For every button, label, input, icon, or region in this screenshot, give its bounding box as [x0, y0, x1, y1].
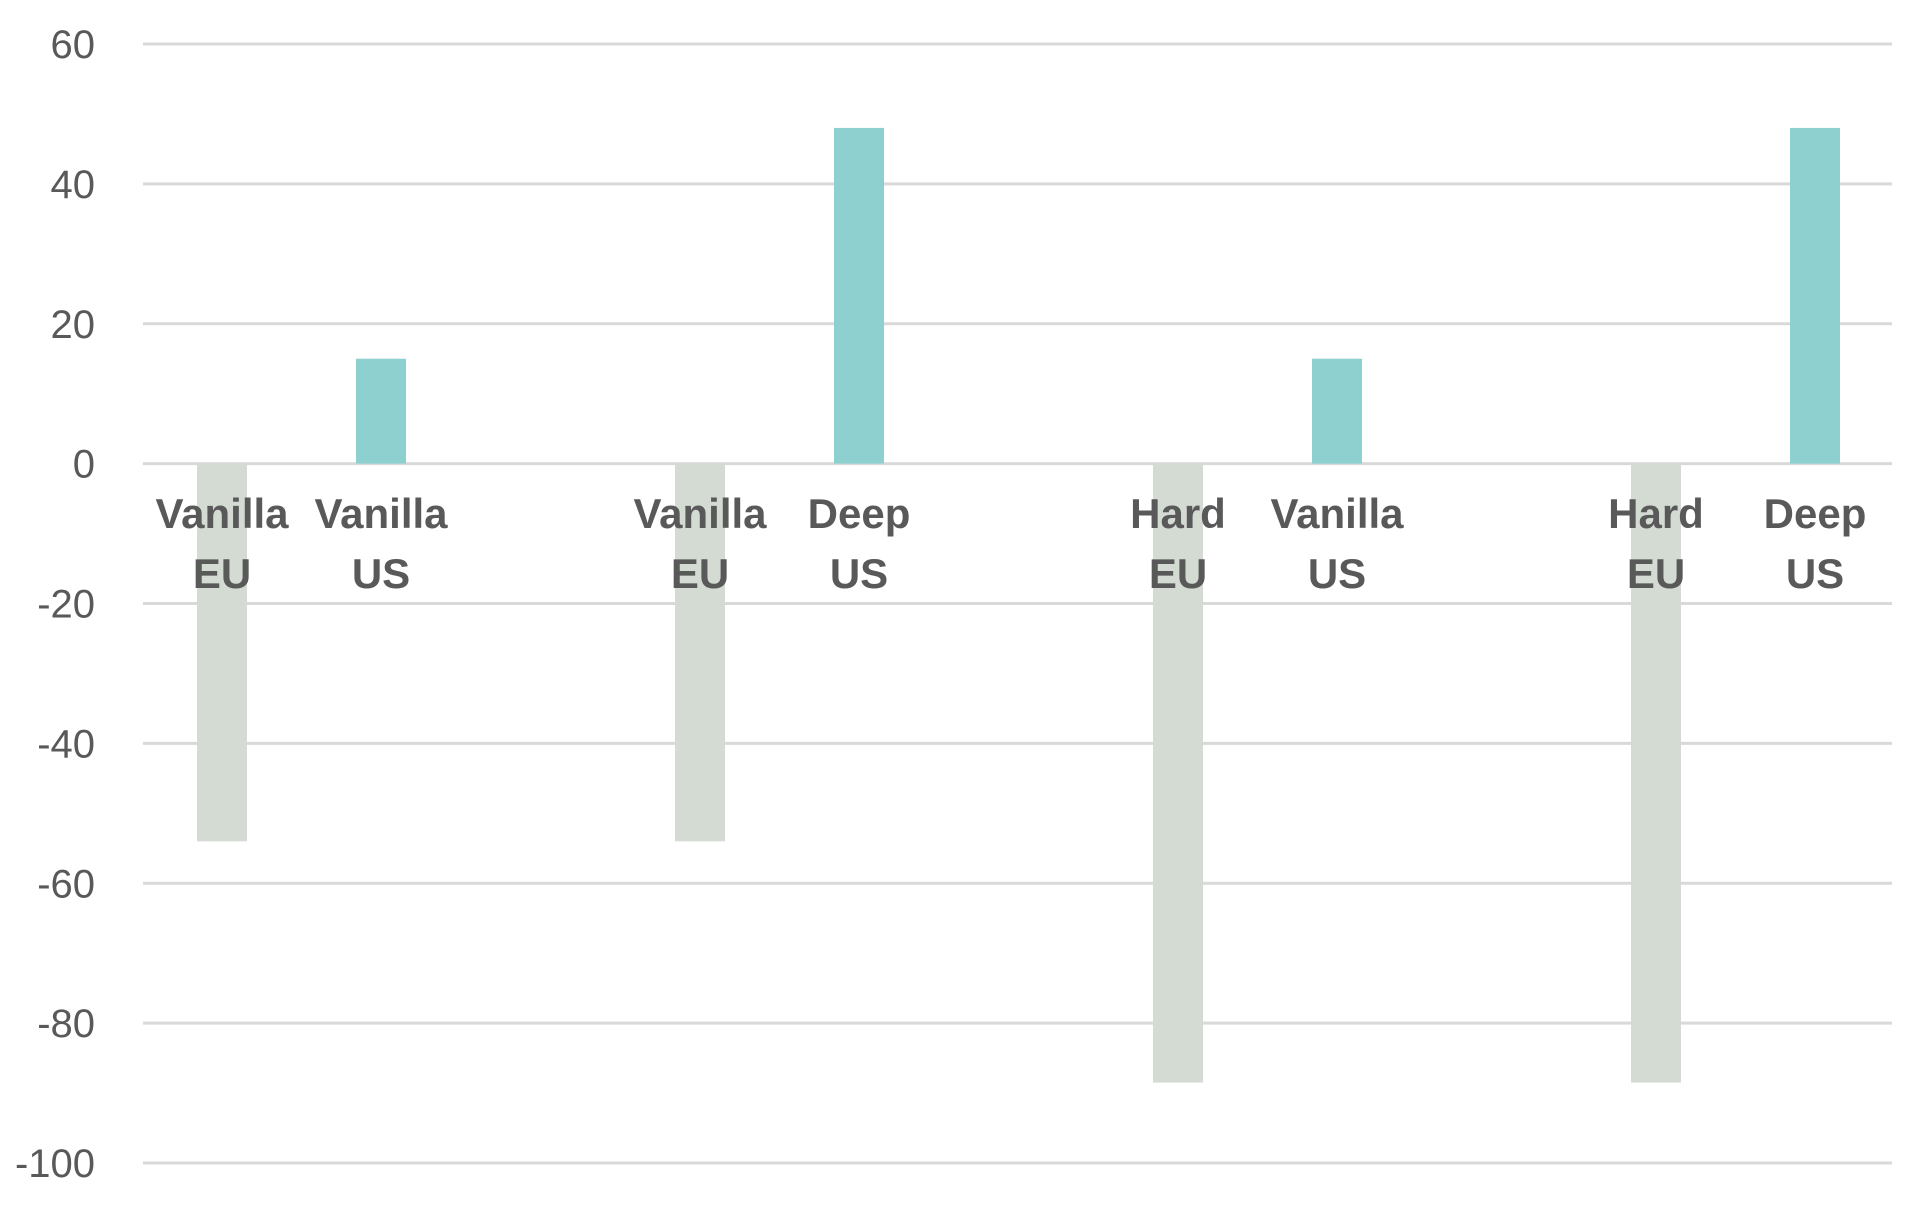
bar-label-line: US [352, 550, 410, 597]
y-tick-label: 60 [51, 23, 96, 67]
bar-label-line: EU [1149, 550, 1207, 597]
bar [1153, 463, 1203, 1083]
bar-label: Vanilla US [1270, 490, 1404, 597]
bar-label-line: Vanilla [314, 490, 448, 537]
y-tick-label: -80 [37, 1002, 95, 1046]
y-tick-label: -100 [15, 1142, 95, 1186]
bar [1312, 358, 1362, 464]
bar [356, 358, 406, 464]
y-axis-tick-labels: 60 40 20 0 -20 -40 -60 -80 -100 [15, 23, 95, 1186]
y-tick-label: 20 [51, 303, 96, 347]
bar-label: Deep US [1764, 490, 1867, 597]
gridlines [143, 42, 1892, 1165]
bar-label-line: Vanilla [1270, 490, 1404, 537]
bar-label-line: EU [193, 550, 251, 597]
bar-label: Vanilla US [314, 490, 448, 597]
bar [675, 463, 725, 842]
bar [197, 463, 247, 842]
y-tick-label: 0 [73, 443, 95, 487]
y-tick-label: 40 [51, 163, 96, 207]
bar-label: Hard EU [1608, 490, 1704, 597]
bar-label-line: Deep [808, 490, 911, 537]
bar-label-line: EU [671, 550, 729, 597]
bar-label: Vanilla EU [155, 490, 289, 597]
bar-label-line: Deep [1764, 490, 1867, 537]
bar-label: Vanilla EU [633, 490, 767, 597]
bar-label-line: US [830, 550, 888, 597]
y-tick-label: -60 [37, 862, 95, 906]
y-tick-label: -40 [37, 722, 95, 766]
bar-label-line: Vanilla [633, 490, 767, 537]
y-tick-label: -20 [37, 583, 95, 627]
bar [834, 127, 884, 464]
bar-label-line: Vanilla [155, 490, 289, 537]
bars [197, 127, 1840, 1083]
bar-label: Hard EU [1130, 490, 1226, 597]
bar-label-line: Hard [1608, 490, 1704, 537]
bar [1790, 127, 1840, 464]
bar-label-line: US [1308, 550, 1366, 597]
bar [1631, 463, 1681, 1083]
bar-label: Deep US [808, 490, 911, 597]
bar-label-line: US [1786, 550, 1844, 597]
bar-label-line: Hard [1130, 490, 1226, 537]
bar-label-line: EU [1627, 550, 1685, 597]
